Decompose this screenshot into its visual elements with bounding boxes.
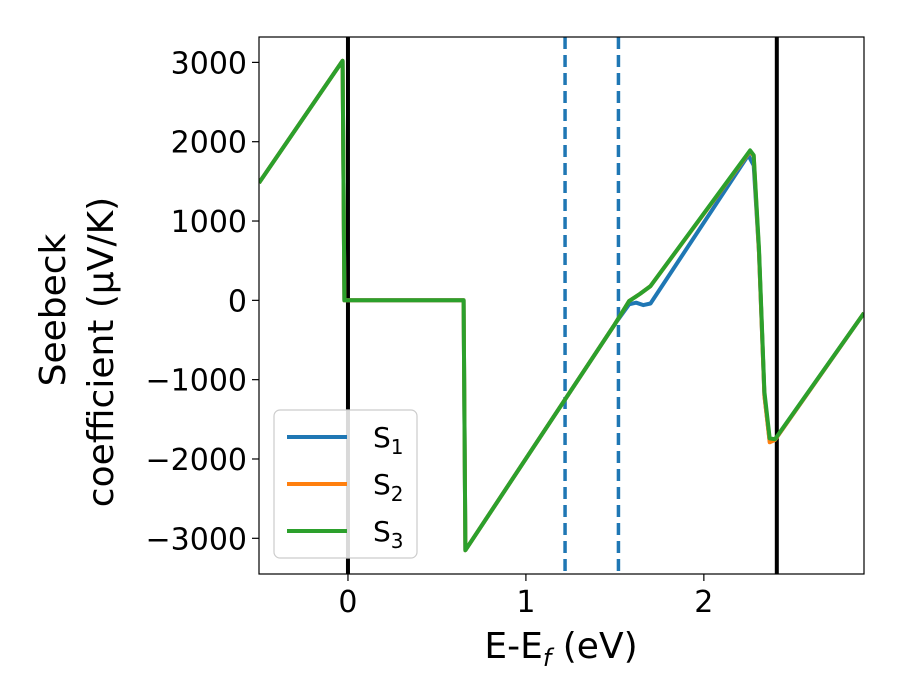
y-tick-label: −1000	[146, 364, 247, 399]
y-tick-label: 1000	[171, 205, 247, 240]
x-axis-label: E-Ef (eV)	[484, 626, 637, 672]
series-line-s3	[259, 58, 864, 553]
y-tick-label: 2000	[171, 126, 247, 161]
x-axis-ticks: 0 1 2	[338, 574, 713, 620]
x-tick-label: 0	[338, 585, 357, 620]
x-tick-label: 2	[694, 585, 713, 620]
y-axis-label-line2: coefficient (μV/K)	[81, 197, 122, 507]
legend-label-s2: S2	[373, 468, 404, 506]
y-axis-ticks: −3000 −2000 −1000 0 1000 2000 3000	[146, 46, 259, 557]
y-tick-label: −2000	[146, 443, 247, 478]
y-tick-label: −3000	[146, 522, 247, 557]
legend-label-s1: S1	[373, 421, 404, 459]
plot-frame	[258, 36, 865, 575]
y-axis-label-line1: Seebeck	[33, 233, 74, 386]
legend-label-s3: S3	[373, 515, 404, 553]
y-tick-label: 0	[228, 284, 247, 319]
x-tick-label: 1	[516, 585, 535, 620]
series-lines	[259, 58, 864, 553]
y-tick-label: 3000	[171, 46, 247, 81]
legend: S1 S2 S3	[273, 409, 418, 559]
